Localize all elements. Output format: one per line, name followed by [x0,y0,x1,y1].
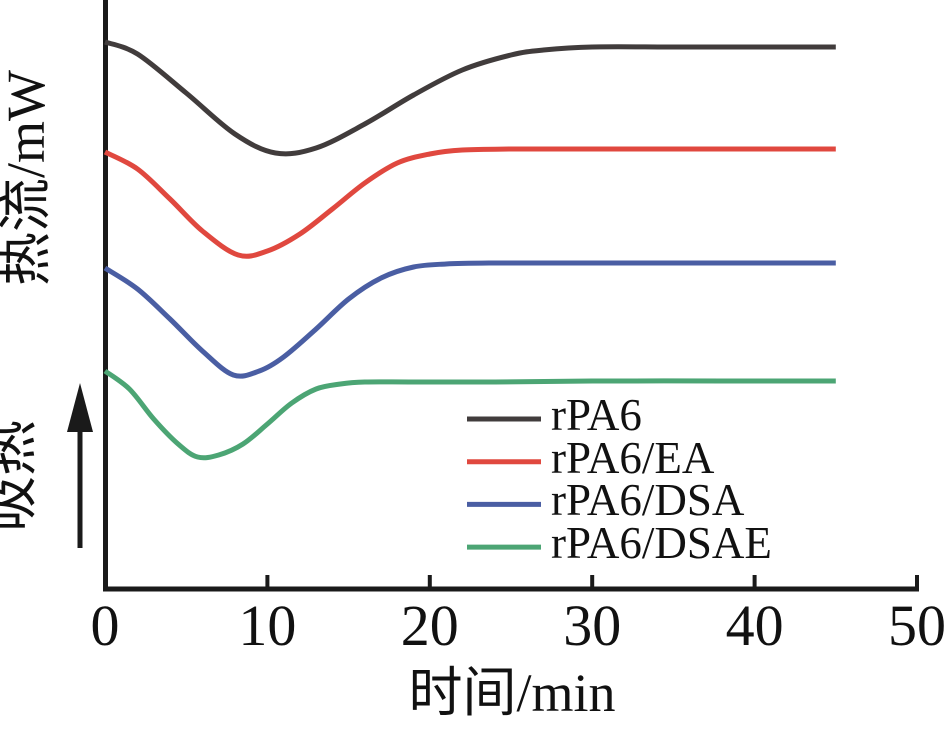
series-lines [103,39,836,461]
x-tick-label: 40 [726,593,784,658]
legend-label-rpa6-dsa: rPA6/DSA [551,475,745,525]
x-tick-label: 20 [401,593,459,658]
x-axis-label: 时间/min [408,663,615,723]
series-line-rpa6-dsa [103,260,836,379]
x-tick-label: 50 [888,593,946,658]
series-line-rpa6-ea [103,146,836,259]
legend-label-rpa6-dsae: rPA6/DSAE [551,518,772,568]
legend-label-rpa6-ea: rPA6/EA [551,433,715,483]
series-line-rpa6-dsae [103,368,836,461]
endothermic-arrow-icon [67,383,93,548]
x-axis-tick-labels: 0 10 20 30 40 50 [91,593,947,658]
x-tick-label: 10 [238,593,296,658]
endothermic-label: 吸热 [0,420,43,532]
series-line-rpa6 [104,39,836,157]
x-axis-ticks [103,575,919,589]
y-axis-label: 热流/mW [0,70,56,286]
legend-swatches [467,416,541,550]
x-tick-label: 30 [563,593,621,658]
legend-label-rpa6: rPA6 [551,390,642,440]
x-tick-label: 0 [91,593,120,658]
